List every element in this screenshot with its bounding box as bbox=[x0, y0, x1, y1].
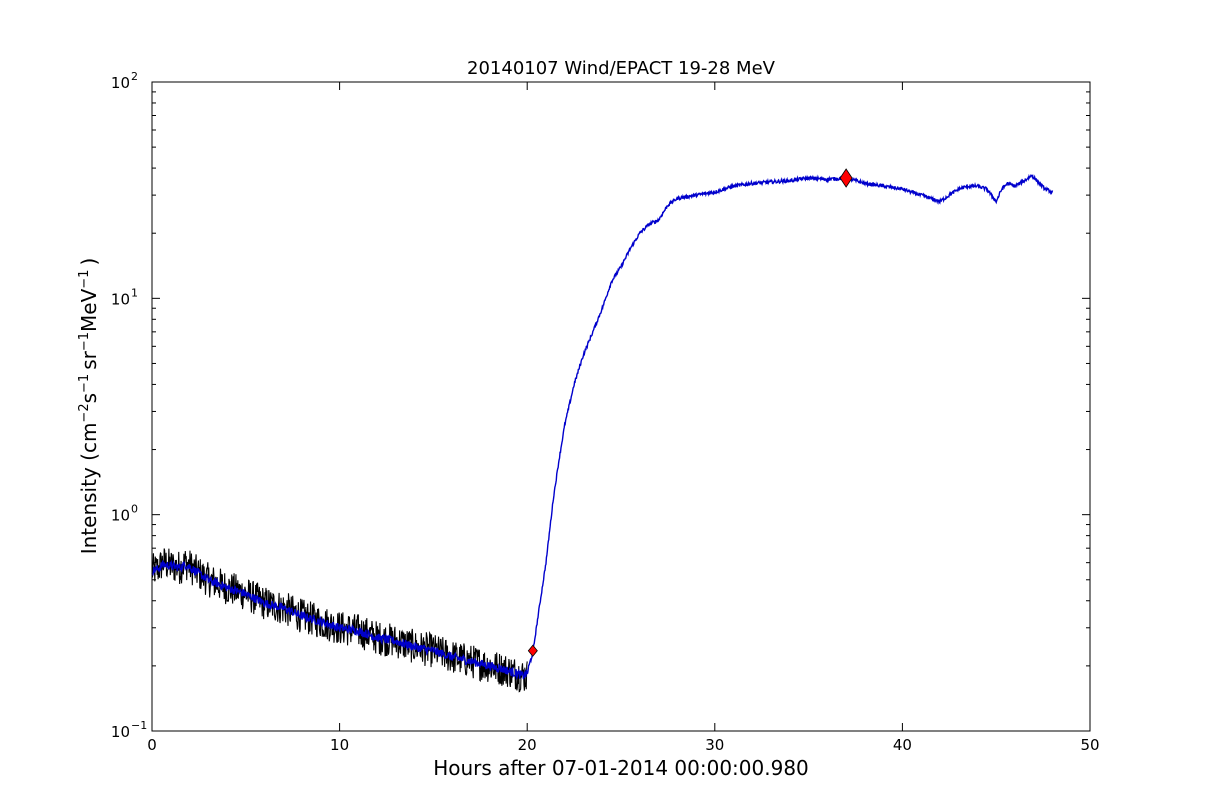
marker-diamond-1 bbox=[527, 644, 538, 657]
series-layer bbox=[151, 173, 1054, 693]
y-tick-label-exponent: 1 bbox=[131, 286, 138, 299]
x-tick-label: 30 bbox=[705, 736, 724, 754]
series-line-1 bbox=[151, 548, 528, 693]
y-tick-label: 10 bbox=[111, 290, 130, 308]
x-tick-label: 10 bbox=[330, 736, 349, 754]
y-axis-label: Intensity (cm−2s−1sr−1MeV−1) bbox=[77, 258, 101, 555]
y-tick-label-exponent: −1 bbox=[131, 719, 147, 732]
y-label-mev-exp: −1 bbox=[77, 270, 92, 289]
y-tick-label: 10 bbox=[111, 723, 130, 741]
x-axis-label: Hours after 07-01-2014 00:00:00.980 bbox=[433, 756, 809, 780]
y-tick-label: 10 bbox=[111, 74, 130, 92]
x-tick-label: 0 bbox=[147, 736, 157, 754]
y-label-sr: sr bbox=[77, 350, 101, 369]
x-tick-label: 50 bbox=[1080, 736, 1099, 754]
series-line-2 bbox=[151, 173, 1054, 681]
plot-frame bbox=[151, 81, 1091, 732]
y-label-mev: MeV bbox=[77, 288, 101, 332]
chart-title: 20140107 Wind/EPACT 19-28 MeV bbox=[467, 58, 776, 79]
x-tick-label: 40 bbox=[893, 736, 912, 754]
marker-layer bbox=[527, 168, 853, 657]
x-axis: 0 10 20 30 40 50 bbox=[147, 82, 1100, 754]
marker-diamond-2 bbox=[839, 168, 853, 188]
y-label-s-exp: −1 bbox=[77, 374, 92, 393]
y-label-cm: cm bbox=[77, 423, 101, 453]
y-label-cm-exp: −2 bbox=[77, 403, 92, 422]
y-tick-label-exponent: 0 bbox=[131, 503, 138, 516]
plot-area bbox=[151, 81, 1091, 732]
y-label-base: Intensity ( bbox=[77, 453, 101, 554]
x-tick-label: 20 bbox=[518, 736, 537, 754]
y-tick-label: 10 bbox=[111, 507, 130, 525]
y-label-sr-exp: −1 bbox=[77, 332, 92, 351]
y-tick-label-exponent: 2 bbox=[131, 70, 138, 83]
y-label-s: s bbox=[77, 393, 101, 403]
y-label-close: ) bbox=[77, 258, 101, 266]
